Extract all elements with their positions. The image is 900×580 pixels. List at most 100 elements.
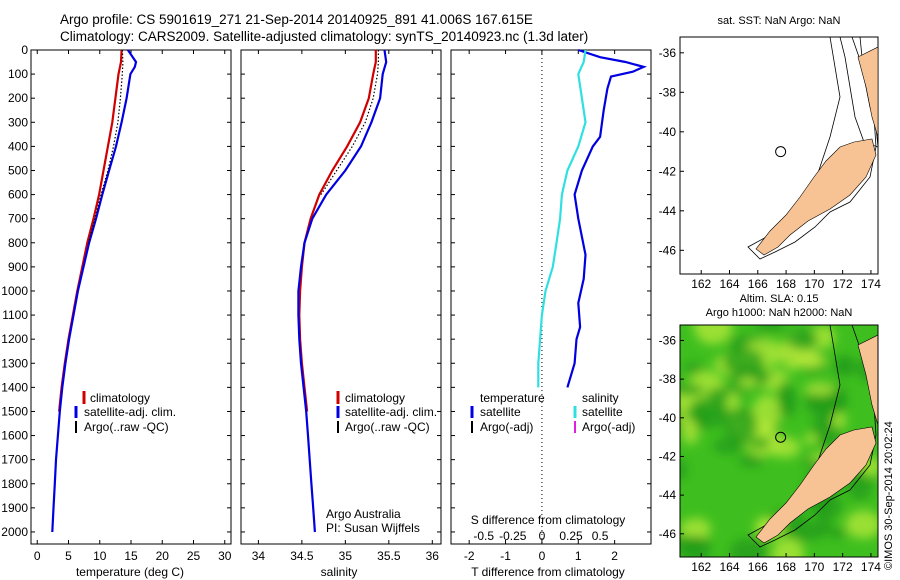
- sla-blob: [845, 510, 878, 539]
- imos-timestamp: ©IMOS 30-Sep-2014 20:02:24: [883, 421, 895, 570]
- map-lon-label: 162: [691, 277, 711, 291]
- sla-blob: [693, 325, 733, 345]
- sla-blob: [723, 406, 758, 444]
- depth-tick-label: 800: [8, 236, 28, 250]
- north-island: [857, 46, 878, 138]
- x-tick-label: 35.5: [377, 549, 401, 563]
- x-tick-label: 36: [426, 549, 440, 563]
- x-tick-label: 20: [156, 549, 170, 563]
- series-salinity-satellite: [537, 49, 587, 388]
- sla-map-frame: [679, 324, 879, 558]
- sla-blob: [682, 362, 705, 374]
- sla-blob: [785, 329, 818, 350]
- salinity-legend: climatology satellite-adj. clim. Argo(..…: [336, 391, 437, 434]
- map-lat-label: -36: [659, 46, 677, 60]
- map-lat-label: -44: [659, 204, 677, 218]
- depth-tick-label: 1900: [1, 501, 28, 515]
- map-lon-label: 174: [861, 277, 881, 291]
- map-lon-label: 166: [748, 277, 768, 291]
- temperature-plot-frame: [30, 49, 232, 545]
- sla-blob: [680, 383, 705, 396]
- x-tick-label: 34.5: [290, 549, 314, 563]
- sla-map-panel: Altim. SLA: 0.15 Argo h1000: NaN h2000: …: [659, 293, 882, 574]
- map-lon-label: 166: [748, 560, 768, 574]
- temperature-diff-axis-label: T difference from climatology: [471, 565, 625, 579]
- map-lon-label: 170: [804, 277, 824, 291]
- map-lon-label: 172: [833, 277, 853, 291]
- x-tick-label: 25: [187, 549, 201, 563]
- depth-tick-label: 500: [8, 163, 28, 177]
- south-island: [755, 138, 877, 256]
- sla-blob: [748, 437, 771, 449]
- series-argo-raw-qc-: [320, 50, 379, 195]
- sla-blob: [831, 412, 847, 429]
- sst-argo-location-marker: [775, 146, 787, 158]
- depth-tick-label: 900: [8, 260, 28, 274]
- sla-blob: [768, 436, 801, 458]
- map-lat-label: -46: [659, 527, 677, 541]
- x-tick-label: 2: [611, 549, 618, 563]
- depth-tick-label: 1600: [1, 429, 28, 443]
- sla-blob: [832, 355, 856, 378]
- legend-sal-argo: Argo(-adj): [582, 420, 635, 434]
- x-tick-label: 5: [65, 549, 72, 563]
- sla-blob: [783, 520, 826, 542]
- x-tick-label: 0: [34, 549, 41, 563]
- annotation-pi: PI: Susan Wijffels: [326, 521, 420, 535]
- sla-anomaly-blobs: [680, 325, 878, 557]
- map-lat-label: -42: [659, 449, 677, 463]
- sla-map-title-line2: Argo h1000: NaN h2000: NaN: [706, 307, 853, 319]
- salinity-plot-frame: [240, 49, 442, 545]
- x2-tick-label: 0.5: [592, 529, 609, 543]
- difference-panel: -2 -1 0 1 2 -0.5 -0.25 0 0.25 0.5 S difference f…: [450, 48, 652, 579]
- depth-tick-label: 1000: [1, 284, 28, 298]
- series-satellite-adj-clim-: [51, 49, 138, 533]
- annotation-argo-australia: Argo Australia: [326, 507, 401, 521]
- x2-tick-label: -0.5: [473, 529, 494, 543]
- legend-sal-satellite: satellite: [582, 405, 623, 419]
- x-tick-label: 0: [539, 549, 546, 563]
- sla-blob: [680, 536, 710, 557]
- salinity-diff-axis-label: S difference from climatology: [471, 513, 626, 527]
- map-lat-label: -44: [659, 488, 677, 502]
- depth-tick-label: 1500: [1, 404, 28, 418]
- sla-blob: [803, 433, 819, 444]
- sla-map-coastline: [747, 325, 878, 548]
- map-lat-label: -40: [659, 411, 677, 425]
- sla-blob: [771, 538, 805, 557]
- legend-argo: Argo(..raw -QC): [84, 420, 169, 434]
- series-argo-raw-qc-: [87, 49, 124, 243]
- salinity-axis-label: salinity: [321, 565, 358, 579]
- sla-blob: [738, 376, 759, 389]
- sla-map-title-line1: Altim. SLA: 0.15: [740, 293, 819, 305]
- depth-tick-label: 1700: [1, 453, 28, 467]
- map-lon-label: 170: [804, 560, 824, 574]
- difference-legend: temperature satellite Argo(-adj) salinit…: [470, 391, 635, 434]
- legend-salinity-title: salinity: [582, 391, 619, 405]
- series-satellite-adj-clim-: [297, 49, 388, 533]
- sst-map-title: sat. SST: NaN Argo: NaN: [718, 15, 841, 27]
- depth-tick-label: 1400: [1, 380, 28, 394]
- sla-blob: [722, 348, 765, 376]
- map-lat-label: -40: [659, 125, 677, 139]
- x-tick-label: -1: [500, 549, 511, 563]
- depth-tick-label: 300: [8, 115, 28, 129]
- temperature-axis-label: temperature (deg C): [76, 565, 184, 579]
- map-lon-label: 162: [691, 560, 711, 574]
- legend-climatology: climatology: [345, 391, 405, 405]
- map-lat-label: -38: [659, 372, 677, 386]
- sla-blob: [729, 538, 768, 557]
- x-tick-label: 1: [575, 549, 582, 563]
- legend-satellite: satellite-adj. clim.: [345, 405, 437, 419]
- sla-blob: [680, 518, 711, 540]
- depth-tick-label: 600: [8, 188, 28, 202]
- depth-tick-label: 400: [8, 139, 28, 153]
- sla-blob: [680, 459, 688, 481]
- x2-tick-label: 0.25: [559, 529, 583, 543]
- depth-tick-label: 100: [8, 67, 28, 81]
- x-tick-label: 30: [218, 549, 232, 563]
- sst-map-coastline: [747, 37, 878, 260]
- sla-blob: [687, 397, 729, 429]
- x-tick-label: 15: [124, 549, 138, 563]
